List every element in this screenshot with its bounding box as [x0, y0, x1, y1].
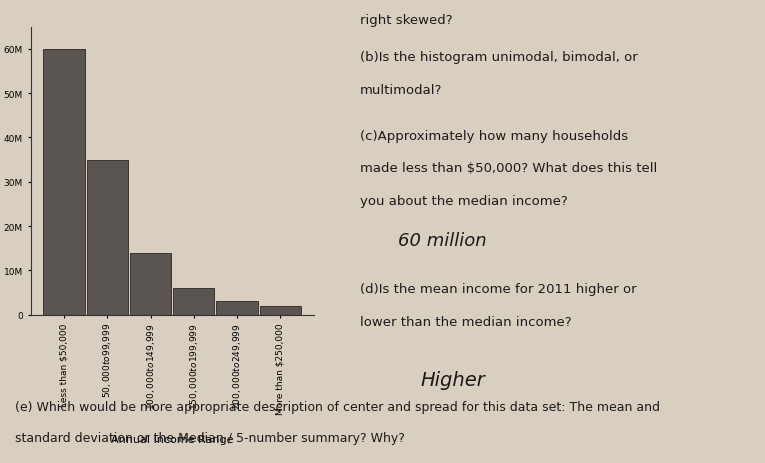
- Bar: [216, 301, 258, 315]
- Text: lower than the median income?: lower than the median income?: [360, 315, 571, 328]
- Text: right skewed?: right skewed?: [360, 14, 452, 27]
- Text: (d)Is the mean income for 2011 higher or: (d)Is the mean income for 2011 higher or: [360, 282, 636, 295]
- Bar: [173, 288, 214, 315]
- Text: you about the median income?: you about the median income?: [360, 194, 568, 207]
- Text: (e) Which would be more appropriate description of center and spread for this da: (e) Which would be more appropriate desc…: [15, 400, 660, 413]
- Bar: [259, 306, 301, 315]
- Text: Higher: Higher: [421, 370, 486, 389]
- Text: Annual Income Range: Annual Income Range: [111, 434, 233, 444]
- Text: made less than $50,000? What does this tell: made less than $50,000? What does this t…: [360, 162, 657, 175]
- Bar: [130, 253, 171, 315]
- Text: 60 million: 60 million: [398, 232, 487, 250]
- Text: standard deviation or the Median / 5-number summary? Why?: standard deviation or the Median / 5-num…: [15, 431, 405, 444]
- Bar: [86, 160, 128, 315]
- Text: (b)Is the histogram unimodal, bimodal, or: (b)Is the histogram unimodal, bimodal, o…: [360, 51, 637, 64]
- Bar: [44, 50, 85, 315]
- Text: (c)Approximately how many households: (c)Approximately how many households: [360, 130, 627, 143]
- Text: multimodal?: multimodal?: [360, 83, 442, 96]
